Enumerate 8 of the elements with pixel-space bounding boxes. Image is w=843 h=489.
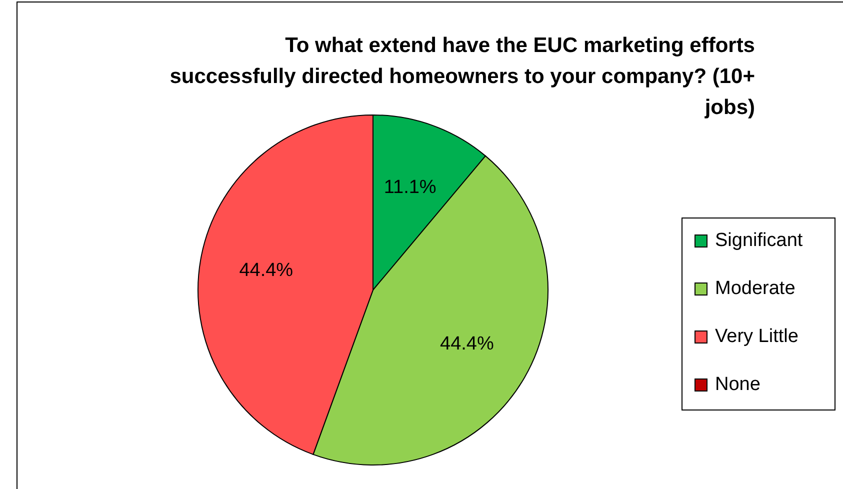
legend-label: Moderate [715,278,796,300]
data-label: 44.4% [440,333,494,354]
chart-title: To what extend have the EUC marketing efforts successfully directed homeowners to your company? (10+ jobs) [170,34,755,119]
data-label: 44.4% [239,260,294,282]
legend-label: Very Little [715,326,798,348]
legend-label: None [715,374,760,396]
legend-label: Significant [715,230,804,252]
data-label: 11.1% [384,177,436,198]
